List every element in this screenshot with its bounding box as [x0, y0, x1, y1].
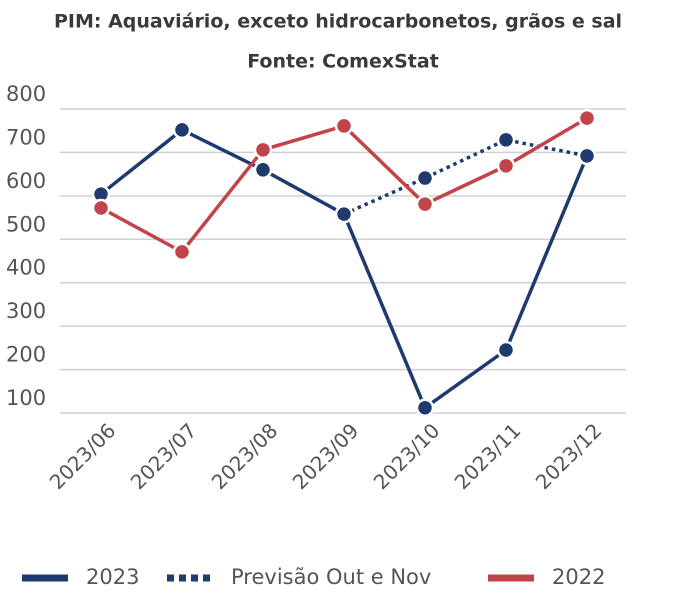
- x-tick-label: 2023/09: [288, 418, 364, 494]
- series-line: [343, 138, 588, 216]
- point: [172, 242, 192, 262]
- x-tick-label: 2023/12: [531, 418, 607, 494]
- point: [415, 398, 435, 418]
- x-tick-label: 2023/10: [369, 418, 445, 494]
- point: [496, 340, 516, 360]
- chart-title: PIM: Aquaviário, exceto hidrocarbonetos,…: [54, 11, 622, 33]
- point: [415, 168, 435, 188]
- legend-label: 2023: [86, 565, 139, 589]
- legend-item: 2022: [488, 565, 605, 589]
- y-tick-label: 700: [6, 125, 46, 149]
- legend-label: Previsão Out e Nov: [231, 565, 431, 589]
- point: [577, 146, 597, 166]
- point: [91, 198, 111, 218]
- series-line: [99, 127, 589, 411]
- point: [253, 140, 273, 160]
- x-tick-label: 2023/08: [207, 418, 283, 494]
- y-tick-label: 200: [6, 343, 46, 367]
- x-tick-label: 2023/06: [45, 418, 121, 494]
- legend-item: 2023: [22, 565, 139, 589]
- point: [172, 120, 192, 140]
- y-tick-label: 300: [6, 299, 46, 323]
- point: [334, 204, 354, 224]
- legend-label: 2022: [552, 565, 605, 589]
- x-tick-label: 2023/11: [450, 418, 526, 494]
- y-tick-label: 500: [6, 212, 46, 236]
- point: [577, 108, 597, 128]
- point: [415, 194, 435, 214]
- point: [496, 130, 516, 150]
- chart-subtitle: Fonte: ComexStat: [247, 51, 439, 73]
- x-tick-label: 2023/07: [126, 418, 202, 494]
- point: [334, 116, 354, 136]
- y-tick-label: 100: [6, 386, 46, 410]
- point: [496, 156, 516, 176]
- legend-item: Previsão Out e Nov: [167, 565, 431, 589]
- y-tick-label: 400: [6, 256, 46, 280]
- y-tick-label: 600: [6, 169, 46, 193]
- y-tick-label: 800: [6, 82, 46, 106]
- point: [253, 160, 273, 180]
